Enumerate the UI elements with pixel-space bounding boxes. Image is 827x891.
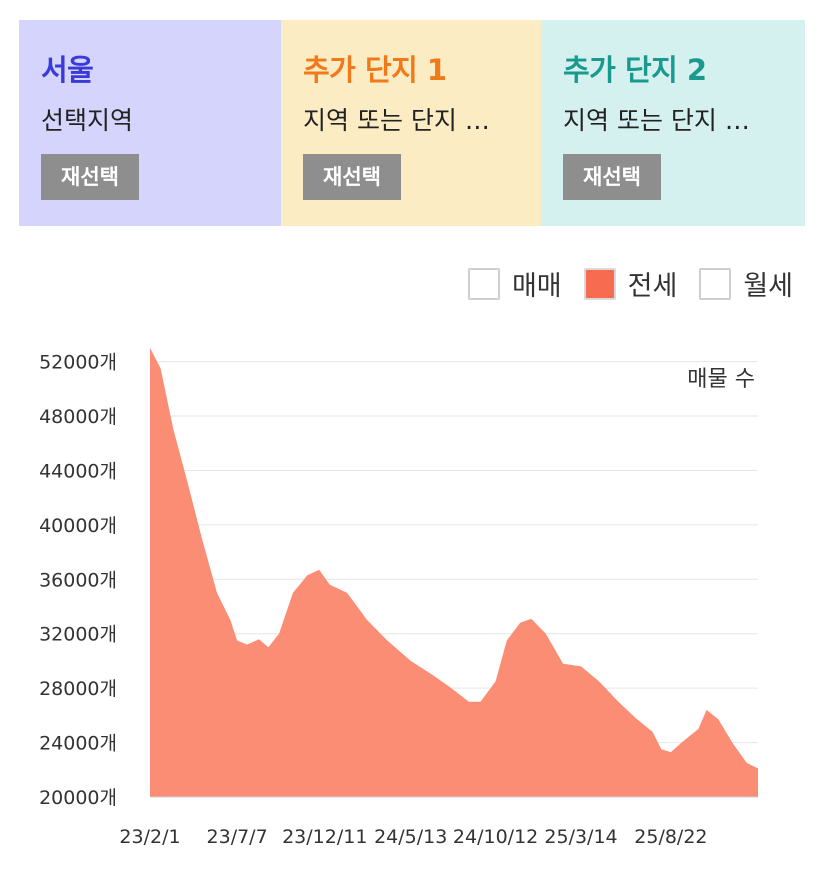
y-tick-label: 20000개 [39,787,117,809]
y-tick-label: 52000개 [39,352,117,374]
x-tick-label: 24/5/13 [374,826,447,848]
area-series-jeonse [150,348,758,797]
panel-extra-complex-2: 추가 단지 2 지역 또는 단지 … 재선택 [541,20,805,226]
trade-type-legend: 매매 전세 월세 [446,264,793,303]
y-axis-title: 매물 수 [687,367,755,392]
x-tick-label: 23/7/7 [207,826,268,848]
legend-checkbox-sale[interactable] [467,267,500,300]
legend-item-jeonse[interactable]: 전세 [583,264,678,303]
legend-checkbox-jeonse[interactable] [583,267,616,300]
panel-subtitle-extra-1: 지역 또는 단지 … [303,106,490,135]
legend-item-monthly-rent[interactable]: 월세 [699,264,793,303]
y-tick-label: 24000개 [39,733,117,755]
reselect-button-seoul[interactable]: 재선택 [41,154,139,200]
legend-checkbox-monthly-rent[interactable] [699,267,732,300]
y-tick-label: 28000개 [39,678,117,700]
panel-title-extra-1: 추가 단지 1 [303,53,447,87]
x-tick-label: 25/3/14 [544,826,617,848]
y-tick-label: 40000개 [39,515,117,537]
reselect-button-extra-1[interactable]: 재선택 [303,154,401,200]
y-tick-label: 48000개 [39,406,117,428]
panel-subtitle-extra-2: 지역 또는 단지 … [563,106,750,135]
legend-label-monthly-rent: 월세 [743,271,793,302]
reselect-button-extra-2[interactable]: 재선택 [563,154,661,200]
x-tick-label: 24/10/12 [453,826,538,848]
x-tick-label: 23/12/11 [282,826,367,848]
legend-label-sale: 매매 [511,271,562,302]
panel-title-seoul: 서울 [41,53,94,87]
panel-seoul: 서울 선택지역 재선택 [19,20,281,226]
panel-extra-complex-1: 추가 단지 1 지역 또는 단지 … 재선택 [281,20,541,226]
legend-label-jeonse: 전세 [627,271,678,302]
panel-subtitle-seoul: 선택지역 [41,106,134,135]
y-tick-label: 32000개 [39,624,117,646]
x-tick-label: 25/8/22 [634,826,707,848]
panel-title-extra-2: 추가 단지 2 [563,53,707,87]
x-tick-label: 23/2/1 [119,826,180,848]
legend-item-sale[interactable]: 매매 [467,264,562,303]
region-panels: 서울 선택지역 재선택 추가 단지 1 지역 또는 단지 … 재선택 추가 단지… [19,20,805,226]
y-tick-label: 44000개 [39,460,117,482]
y-tick-label: 36000개 [39,569,117,591]
